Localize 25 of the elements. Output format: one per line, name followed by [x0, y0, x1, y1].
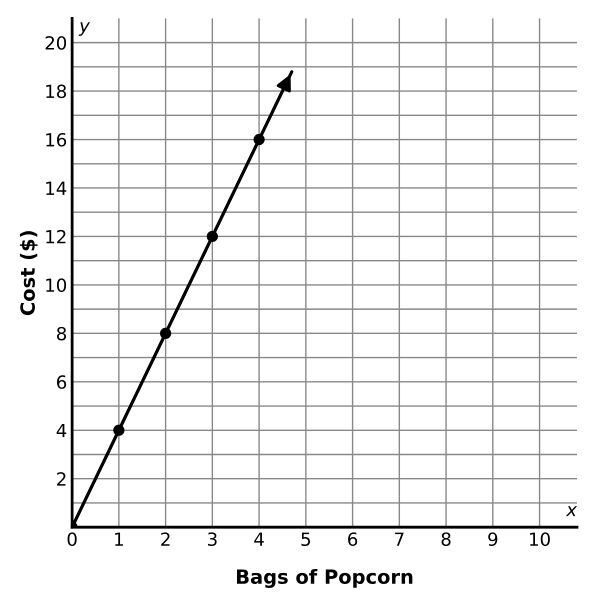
y-tick-label: 14: [46, 182, 66, 195]
y-tick-label: 2: [57, 472, 66, 486]
x-tick-label: 2: [161, 532, 170, 546]
x-tick-label: 3: [208, 532, 217, 546]
x-tick-label: 9: [488, 532, 498, 546]
y-tick-label: 18: [46, 84, 66, 98]
annotation: x: [566, 506, 578, 516]
x-tick-label: 5: [301, 532, 310, 546]
x-tick-label: 7: [395, 532, 404, 546]
x-tick-label: 8: [442, 532, 451, 546]
x-axis-title: Bags of Popcorn: [237, 568, 412, 588]
x-tick-label: 10: [530, 532, 550, 546]
y-tick-label: 4: [56, 424, 66, 438]
y-tick-label: 8: [56, 326, 66, 340]
y-tick-label: 12: [46, 230, 66, 244]
x-tick-label: 6: [348, 532, 358, 546]
annotation: y: [78, 22, 90, 36]
x-tick-label: 1: [115, 532, 123, 546]
y-tick-label: 20: [46, 36, 66, 50]
x-tick-label: 4: [254, 532, 264, 546]
y-tick-label: 10: [46, 278, 66, 292]
x-tick-label: 0: [68, 532, 77, 546]
y-axis-title: Cost ($): [20, 231, 38, 316]
y-tick-label: 6: [57, 375, 66, 389]
y-tick-label: 16: [46, 132, 66, 147]
